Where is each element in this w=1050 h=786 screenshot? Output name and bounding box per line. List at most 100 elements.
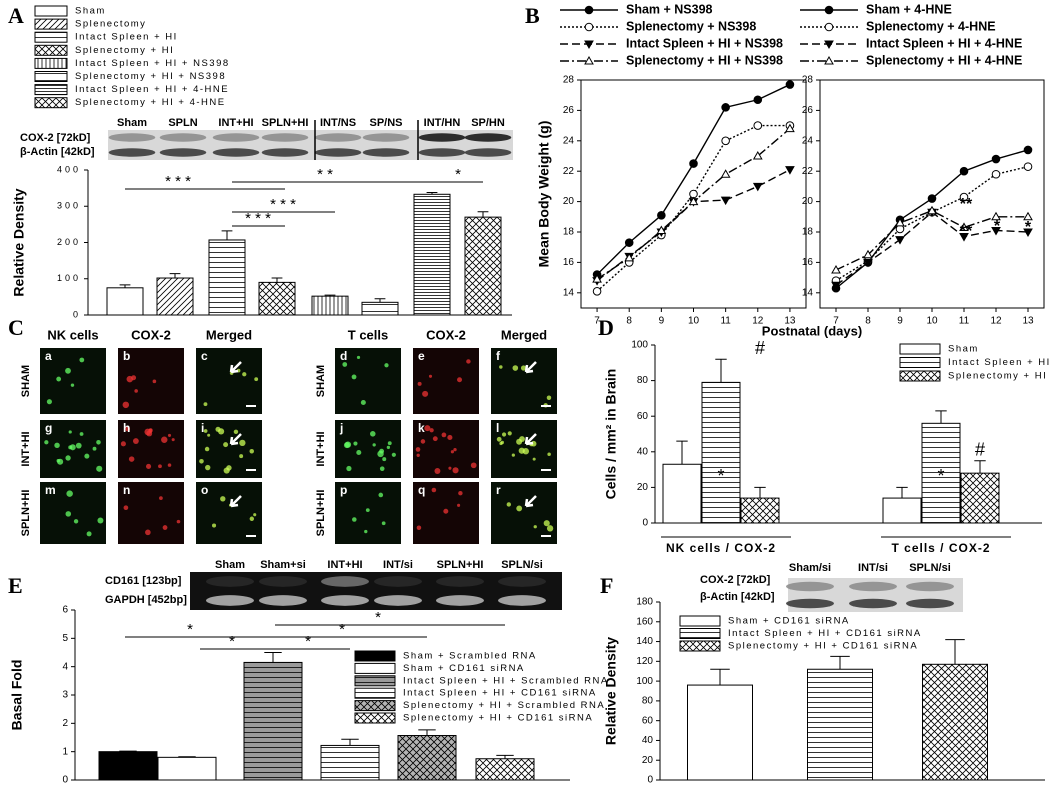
blot-row-label: COX-2 [72kD] bbox=[700, 574, 771, 586]
blot-band bbox=[159, 148, 207, 157]
marker bbox=[1023, 162, 1033, 171]
cell-spot bbox=[417, 381, 422, 386]
blot-row-label: β-Actin [42kD] bbox=[700, 591, 775, 603]
x-category-label: NK cells / COX-2 bbox=[666, 541, 776, 555]
cell-spot bbox=[386, 445, 391, 450]
cell-spot bbox=[239, 439, 246, 447]
cell-spot bbox=[68, 430, 72, 434]
cell-spot bbox=[254, 377, 259, 382]
bar bbox=[413, 193, 451, 316]
marker bbox=[592, 286, 602, 296]
error-bar bbox=[341, 738, 359, 746]
arrow bbox=[524, 433, 537, 446]
micrograph-letter: l bbox=[496, 421, 499, 435]
blot-band bbox=[374, 595, 422, 606]
x-tick-label: 11 bbox=[720, 316, 731, 327]
y-axis-label: Mean Body Weight (g) bbox=[536, 121, 552, 268]
cell-spot bbox=[97, 517, 104, 524]
cell-spot bbox=[499, 365, 503, 369]
blot-row-label: β-Actin [42kD] bbox=[20, 146, 95, 158]
x-tick-label: 10 bbox=[926, 316, 938, 327]
x-tick-label: 12 bbox=[990, 316, 1002, 327]
legend-label: Intact Spleen + HI bbox=[75, 32, 178, 43]
legend-marker bbox=[584, 5, 594, 15]
cell-spot bbox=[547, 452, 551, 456]
blot-band bbox=[498, 576, 546, 587]
error-bar bbox=[676, 440, 688, 465]
blot-band bbox=[206, 576, 254, 587]
y-tick-label: 3 bbox=[62, 690, 68, 701]
micrograph-column-label: Merged bbox=[206, 327, 252, 342]
cell-spot bbox=[507, 431, 512, 436]
blot-lane-label: INT/si bbox=[858, 562, 888, 574]
y-tick-label: 24 bbox=[563, 135, 575, 146]
blot-lane-label: Sham+si bbox=[260, 559, 306, 571]
marker bbox=[720, 196, 731, 206]
cell-spot bbox=[249, 448, 254, 454]
cell-spot bbox=[65, 455, 71, 461]
micrograph bbox=[196, 348, 262, 414]
y-tick-label: 26 bbox=[802, 105, 814, 116]
cell-spot bbox=[351, 374, 357, 380]
panel-letter: A bbox=[8, 3, 24, 28]
cell-spot bbox=[342, 362, 348, 367]
cell-spot bbox=[131, 375, 137, 381]
micrograph-column-label: NK cells bbox=[47, 327, 98, 342]
blot-lane-label: SP/NS bbox=[369, 117, 402, 129]
legend-label: Intact Spleen + HI + CD161 siRNA bbox=[403, 688, 597, 699]
blot-lane-label: SPLN+HI bbox=[437, 559, 484, 571]
y-tick-label: 16 bbox=[563, 257, 575, 268]
cell-spot bbox=[125, 426, 131, 432]
cell-spot bbox=[496, 436, 502, 442]
cell-spot bbox=[457, 503, 461, 507]
micrograph-row-label: SHAM bbox=[315, 365, 327, 397]
cell-spot bbox=[443, 508, 449, 514]
y-tick-label: 80 bbox=[637, 375, 649, 386]
micrograph bbox=[118, 482, 184, 544]
marker bbox=[753, 121, 763, 130]
blot-band bbox=[321, 576, 369, 587]
cell-spot bbox=[242, 372, 247, 377]
cell-spot bbox=[123, 505, 129, 511]
cell-spot bbox=[429, 428, 434, 433]
y-tick-label: 2 bbox=[62, 718, 68, 729]
annotation: # bbox=[975, 439, 985, 459]
legend-marker bbox=[824, 22, 834, 32]
legend-label: Splenectomy + HI + CD161 siRNA bbox=[403, 713, 593, 724]
micrograph-letter: m bbox=[45, 483, 56, 497]
marker bbox=[959, 222, 969, 231]
cell-spot bbox=[453, 447, 457, 452]
blot-band bbox=[108, 148, 156, 157]
cell-spot bbox=[546, 395, 552, 400]
cell-spot bbox=[432, 436, 438, 442]
bar bbox=[243, 661, 303, 781]
bar bbox=[740, 497, 780, 524]
bar bbox=[662, 463, 702, 524]
legend-swatch bbox=[899, 370, 941, 382]
y-tick-label: 24 bbox=[802, 135, 814, 146]
cell-spot bbox=[199, 458, 204, 464]
y-tick-label: 180 bbox=[636, 597, 653, 608]
cell-spot bbox=[65, 367, 71, 374]
cell-spot bbox=[356, 449, 362, 456]
annotation: ** bbox=[960, 196, 973, 213]
blot-lane-label: INT/HN bbox=[424, 117, 461, 129]
cell-spot bbox=[159, 496, 163, 500]
cell-spot bbox=[543, 520, 550, 527]
micrograph-letter: e bbox=[418, 349, 425, 363]
cell-spot bbox=[448, 466, 452, 470]
bar bbox=[106, 287, 144, 316]
cell-spot bbox=[428, 374, 433, 378]
blot-band bbox=[259, 576, 307, 587]
cell-spot bbox=[70, 383, 75, 387]
cell-spot bbox=[79, 432, 84, 436]
marker bbox=[753, 95, 763, 105]
y-tick-label: 100 bbox=[631, 340, 648, 351]
blot-band bbox=[314, 148, 362, 157]
cell-spot bbox=[416, 453, 420, 457]
error-bar bbox=[754, 486, 766, 499]
micrograph-letter: o bbox=[201, 483, 208, 497]
arrow bbox=[524, 495, 537, 508]
cell-spot bbox=[387, 441, 392, 446]
cell-spot bbox=[176, 519, 181, 524]
